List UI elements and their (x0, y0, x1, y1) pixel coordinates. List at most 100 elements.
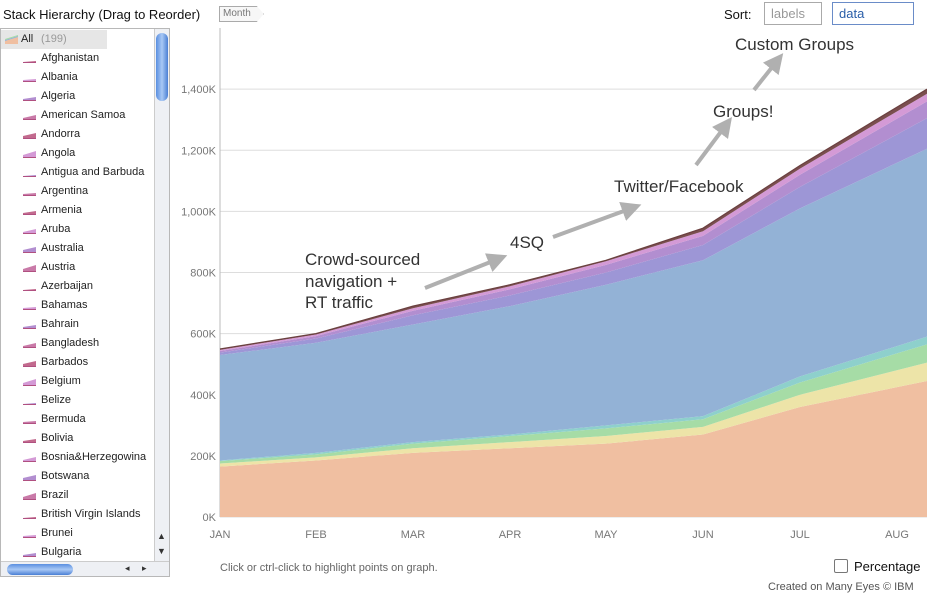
list-item-label: Bangladesh (41, 337, 100, 349)
sparkline-icon (23, 517, 36, 519)
annotation-arrow (424, 253, 508, 290)
x-tick-label: JAN (210, 529, 231, 541)
list-item-label: Bosnia&Herzegowina (41, 451, 147, 463)
sparkline-icon (23, 151, 36, 158)
hierarchy-list: All (199) Afghanistan Albania Algeria Ameri… (1, 29, 153, 561)
sort-labels-button[interactable]: labels (764, 2, 822, 25)
list-item-label: Afghanistan (41, 52, 100, 64)
list-item[interactable]: Australia (1, 239, 153, 258)
scroll-down-icon[interactable]: ▼ (157, 546, 166, 556)
x-tick-label: APR (499, 529, 522, 541)
list-item[interactable]: Barbados (1, 353, 153, 372)
list-item[interactable]: Belgium (1, 372, 153, 391)
list-item[interactable]: Bahamas (1, 296, 153, 315)
list-item[interactable]: Azerbaijan (1, 277, 153, 296)
list-item[interactable]: Armenia (1, 201, 153, 220)
level-tag-month[interactable]: Month (219, 6, 264, 22)
list-item[interactable]: Andorra (1, 125, 153, 144)
list-item[interactable]: Belize (1, 391, 153, 410)
sparkline-icon (23, 361, 36, 367)
list-item[interactable]: Bulgaria (1, 543, 153, 561)
list-item[interactable]: Bermuda (1, 410, 153, 429)
sparkline-icon (23, 211, 36, 215)
vertical-scroll-thumb[interactable] (156, 33, 168, 101)
list-item[interactable]: Antigua and Barbuda (1, 163, 153, 182)
list-item[interactable]: Brazil (1, 486, 153, 505)
list-item-label: Bermuda (41, 413, 86, 425)
list-item[interactable]: Algeria (1, 87, 153, 106)
vertical-scrollbar[interactable]: ▲ ▼ (154, 29, 169, 561)
total-outline (219, 88, 927, 350)
y-tick-label: 1,200K (181, 145, 217, 157)
item-count: (199) (41, 33, 67, 45)
list-item-label: Azerbaijan (41, 280, 93, 292)
horizontal-scrollbar[interactable]: ◂ ▸ (1, 561, 169, 576)
list-item-label: Brunei (41, 527, 73, 539)
sparkline-icon (23, 61, 36, 63)
stack-hierarchy-panel: All (199) Afghanistan Albania Algeria Ameri… (0, 28, 170, 577)
horizontal-scroll-thumb[interactable] (7, 564, 73, 575)
series-area-5[interactable] (220, 148, 927, 461)
list-item-all[interactable]: All (199) (1, 30, 107, 49)
scroll-left-icon[interactable]: ◂ (125, 563, 130, 573)
x-tick-label: MAY (594, 529, 618, 541)
y-tick-label: 200K (190, 451, 216, 463)
annotation-label: Custom Groups (735, 35, 854, 54)
list-item[interactable]: Bahrain (1, 315, 153, 334)
list-item-label: Bulgaria (41, 546, 82, 558)
annotation-label: navigation + (305, 272, 397, 291)
y-tick-label: 400K (190, 390, 216, 402)
list-item[interactable]: Aruba (1, 220, 153, 239)
list-item[interactable]: Bolivia (1, 429, 153, 448)
sparkline-icon (23, 553, 36, 557)
sparkline-icon (23, 343, 36, 348)
list-item[interactable]: Botswana (1, 467, 153, 486)
sparkline-icon (23, 493, 36, 500)
list-item[interactable]: British Virgin Islands (1, 505, 153, 524)
scroll-right-icon[interactable]: ▸ (142, 563, 147, 573)
stacked-area-chart[interactable]: 0K 200K 400K 600K 800K 1,000K 1,200K 1,400K JAN F… (170, 28, 927, 558)
percentage-checkbox[interactable] (834, 559, 848, 573)
sparkline-icon (23, 133, 36, 139)
list-item-label: All (21, 33, 34, 45)
x-tick-label: AUG (885, 529, 909, 541)
hint-text: Click or ctrl-click to highlight points … (220, 562, 438, 574)
y-tick-label: 1,400K (181, 84, 217, 96)
list-item-label: Andorra (41, 128, 81, 140)
annotation-label: Crowd-sourced (305, 250, 420, 269)
percentage-toggle[interactable]: Percentage (834, 559, 921, 574)
sparkline-icon (23, 79, 36, 82)
x-tick-label: JUN (692, 529, 713, 541)
list-item[interactable]: Bangladesh (1, 334, 153, 353)
list-item-label: Botswana (41, 470, 90, 482)
sparkline-icon (23, 265, 36, 272)
x-tick-label: FEB (305, 529, 326, 541)
sparkline-icon (5, 35, 18, 44)
sparkline-icon (23, 325, 36, 329)
toolbar: Stack Hierarchy (Drag to Reorder) Month … (0, 0, 927, 42)
list-item[interactable]: American Samoa (1, 106, 153, 125)
list-item[interactable]: Angola (1, 144, 153, 163)
list-item[interactable]: Brunei (1, 524, 153, 543)
list-item[interactable]: Afghanistan (1, 49, 153, 68)
list-item-label: Bahrain (41, 318, 79, 330)
scroll-up-icon[interactable]: ▲ (157, 531, 166, 541)
list-item-label: Brazil (41, 489, 69, 501)
sort-data-order-button[interactable]: data order▲ (832, 2, 914, 42)
list-item[interactable]: Albania (1, 68, 153, 87)
credit-text: Created on Many Eyes © IBM (768, 581, 914, 593)
list-item[interactable]: Austria (1, 258, 153, 277)
sparkline-icon (23, 229, 36, 234)
list-item-label: Belgium (41, 375, 81, 387)
sparkline-icon (23, 403, 36, 405)
list-item-label: Armenia (41, 204, 82, 216)
series-area-1[interactable] (220, 380, 927, 517)
sparkline-icon (23, 97, 36, 101)
percentage-label: Percentage (854, 559, 921, 574)
list-item-label: Angola (41, 147, 76, 159)
list-item[interactable]: Bosnia&Herzegowina (1, 448, 153, 467)
y-tick-label: 1,000K (181, 206, 217, 218)
list-item[interactable]: Argentina (1, 182, 153, 201)
sparkline-icon (23, 421, 36, 424)
sort-label: Sort: (724, 7, 752, 22)
